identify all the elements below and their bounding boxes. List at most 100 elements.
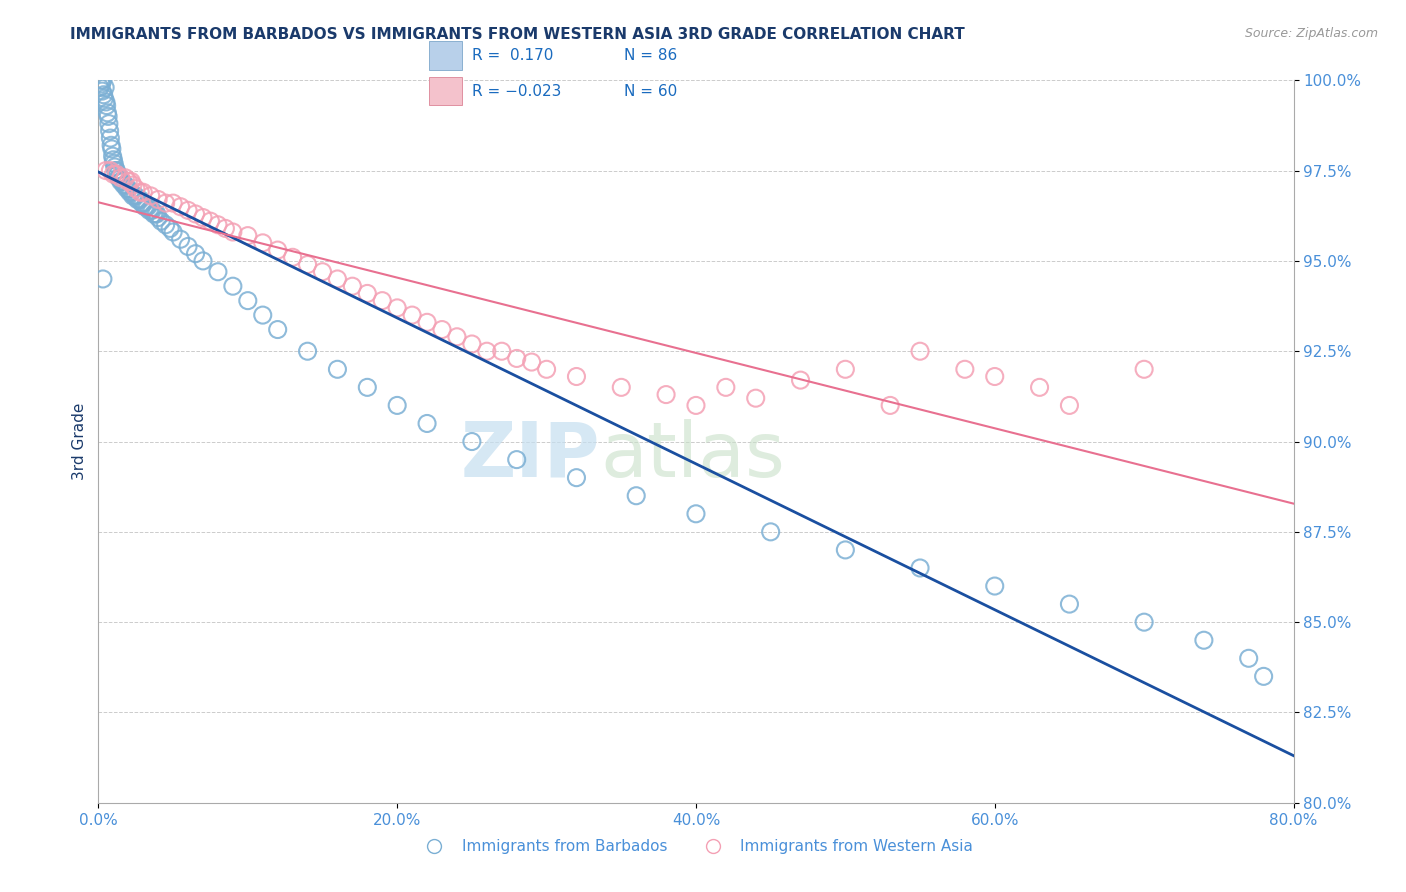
- Point: [89, 80, 111, 95]
- Point: [385, 399, 409, 413]
- Point: [214, 221, 236, 235]
- Point: [169, 232, 191, 246]
- Point: [121, 178, 143, 192]
- Text: R =  0.170: R = 0.170: [472, 48, 554, 63]
- Point: [129, 186, 152, 200]
- Point: [162, 225, 184, 239]
- Point: [143, 207, 166, 221]
- Point: [908, 561, 931, 575]
- Point: [121, 189, 143, 203]
- Point: [150, 214, 173, 228]
- Point: [506, 351, 529, 366]
- Point: [104, 160, 127, 174]
- Point: [155, 218, 177, 232]
- Point: [610, 380, 633, 394]
- Point: [236, 293, 259, 308]
- Point: [110, 170, 132, 185]
- Point: [984, 369, 1007, 384]
- Point: [714, 380, 737, 394]
- Point: [103, 156, 125, 170]
- Point: [297, 344, 319, 359]
- Text: atlas: atlas: [600, 419, 785, 493]
- Point: [655, 387, 678, 401]
- Point: [108, 170, 131, 185]
- Point: [207, 218, 229, 232]
- Point: [90, 77, 112, 91]
- Point: [131, 196, 153, 211]
- Point: [908, 344, 931, 359]
- Point: [97, 117, 120, 131]
- Point: [311, 265, 333, 279]
- Point: [103, 167, 125, 181]
- Point: [236, 228, 259, 243]
- Bar: [429, 77, 463, 105]
- Point: [401, 308, 423, 322]
- Point: [128, 193, 150, 207]
- Point: [97, 109, 120, 123]
- Point: [222, 225, 245, 239]
- Point: [142, 207, 165, 221]
- Point: [834, 543, 856, 558]
- Point: [98, 131, 122, 145]
- Point: [124, 189, 146, 203]
- Point: [371, 293, 394, 308]
- Point: [446, 330, 468, 344]
- Point: [491, 344, 513, 359]
- Point: [759, 524, 782, 539]
- Point: [536, 362, 558, 376]
- Y-axis label: 3rd Grade: 3rd Grade: [72, 403, 87, 480]
- Point: [127, 193, 149, 207]
- Point: [117, 181, 139, 195]
- Text: Source: ZipAtlas.com: Source: ZipAtlas.com: [1244, 27, 1378, 40]
- Point: [430, 322, 453, 336]
- Point: [114, 170, 136, 185]
- Point: [834, 362, 856, 376]
- Text: N = 86: N = 86: [624, 48, 678, 63]
- Point: [132, 186, 155, 200]
- Point: [120, 174, 142, 188]
- Point: [184, 246, 207, 260]
- Point: [416, 417, 439, 431]
- Point: [506, 452, 529, 467]
- Point: [93, 87, 115, 102]
- Point: [101, 142, 124, 156]
- Point: [91, 73, 114, 87]
- Point: [191, 254, 214, 268]
- Point: [117, 174, 139, 188]
- Point: [1028, 380, 1050, 394]
- Point: [326, 362, 349, 376]
- Point: [132, 196, 155, 211]
- Point: [267, 243, 290, 257]
- Point: [281, 250, 304, 264]
- Point: [789, 373, 811, 387]
- Text: IMMIGRANTS FROM BARBADOS VS IMMIGRANTS FROM WESTERN ASIA 3RD GRADE CORRELATION C: IMMIGRANTS FROM BARBADOS VS IMMIGRANTS F…: [70, 27, 965, 42]
- Point: [1133, 615, 1156, 630]
- Point: [148, 211, 170, 225]
- Point: [145, 207, 167, 221]
- Point: [115, 181, 138, 195]
- Point: [94, 163, 117, 178]
- Point: [112, 178, 135, 192]
- Point: [984, 579, 1007, 593]
- Point: [94, 95, 117, 109]
- Point: [1059, 597, 1081, 611]
- Point: [103, 153, 125, 167]
- Point: [565, 471, 588, 485]
- Point: [356, 286, 378, 301]
- Point: [90, 73, 112, 87]
- Point: [138, 203, 160, 218]
- Point: [416, 315, 439, 329]
- Point: [139, 203, 162, 218]
- Point: [96, 98, 118, 112]
- Point: [200, 214, 222, 228]
- Point: [252, 308, 274, 322]
- Point: [162, 196, 184, 211]
- Point: [118, 186, 141, 200]
- Point: [191, 211, 214, 225]
- Point: [385, 301, 409, 315]
- Point: [139, 189, 162, 203]
- Point: [135, 200, 157, 214]
- Point: [207, 265, 229, 279]
- Point: [141, 203, 163, 218]
- Bar: [429, 41, 463, 70]
